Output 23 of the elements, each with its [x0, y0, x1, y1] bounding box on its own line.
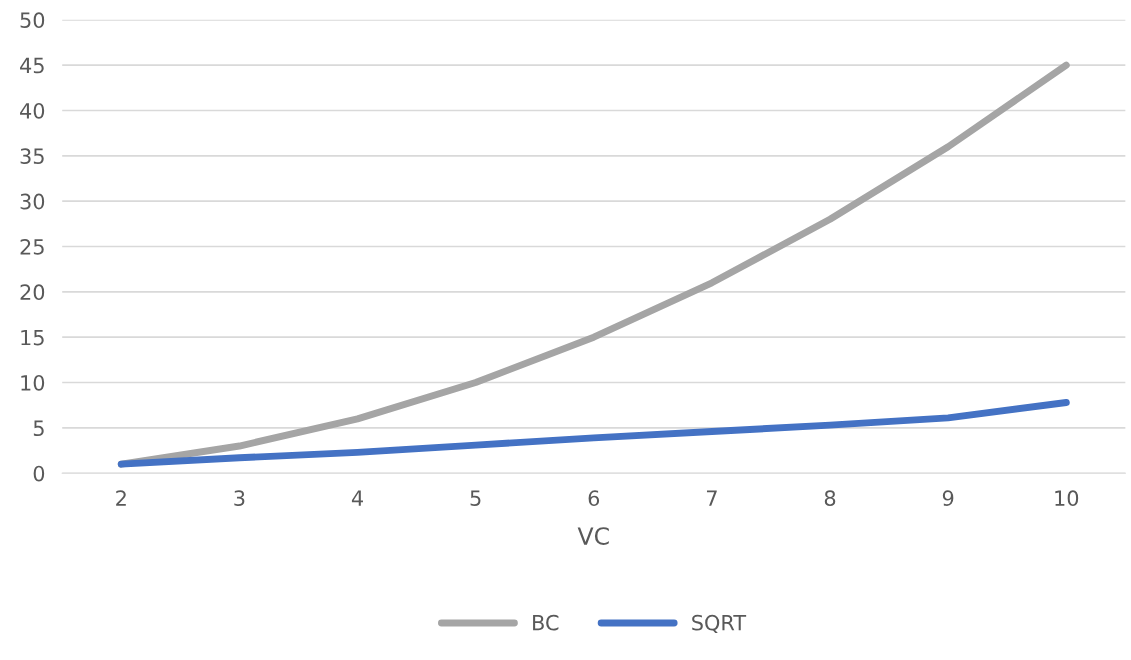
- y-tick-label: 20: [20, 284, 45, 301]
- x-tick-label: 2: [116, 490, 126, 506]
- y-tick-label: 45: [20, 57, 44, 74]
- x-tick-label: 4: [351, 490, 363, 506]
- x-tick-label: 3: [234, 490, 245, 507]
- x-tick-label: 8: [824, 490, 836, 507]
- legend-label: BC: [533, 614, 559, 631]
- x-tick-label: 10: [1055, 490, 1079, 507]
- y-tick-label: 25: [20, 238, 44, 255]
- x-tick-label: 5: [470, 490, 481, 507]
- legend-label: SQRT: [692, 614, 747, 633]
- y-tick-label: 0: [33, 465, 45, 482]
- x-axis-title: VC: [577, 527, 609, 545]
- y-tick-label: 15: [21, 329, 44, 346]
- y-tick-label: 5: [33, 420, 44, 437]
- x-tick-label: 7: [706, 490, 717, 506]
- y-tick-label: 30: [20, 193, 45, 210]
- y-tick-label: 35: [20, 148, 44, 165]
- y-tick-label: 40: [20, 102, 45, 119]
- y-tick-label: 50: [20, 12, 45, 29]
- x-tick-label: 6: [588, 490, 600, 507]
- y-tick-label: 10: [21, 374, 45, 391]
- x-tick-label: 9: [942, 490, 954, 507]
